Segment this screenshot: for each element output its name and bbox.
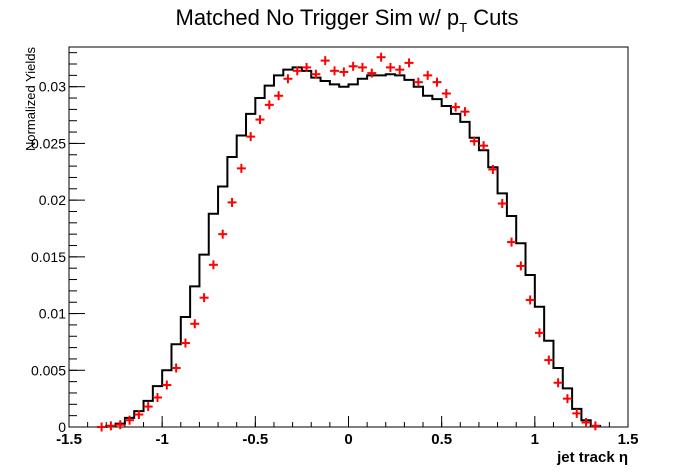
marker-point	[134, 410, 144, 420]
marker-point	[190, 319, 200, 329]
marker-point	[143, 402, 153, 412]
marker-point	[497, 199, 507, 209]
marker-point	[292, 66, 302, 76]
y-tick-label: 0.015	[31, 249, 66, 265]
marker-point	[507, 237, 517, 247]
y-tick-label: 0.03	[39, 79, 66, 95]
x-tick-label: 0	[344, 431, 352, 448]
marker-point	[199, 293, 209, 303]
marker-point	[479, 141, 489, 151]
x-tick-label: 0.5	[431, 431, 452, 448]
y-tick-label: 0.01	[39, 306, 66, 322]
marker-point	[544, 355, 554, 365]
marker-point	[115, 420, 125, 430]
y-tick-label: 0.005	[31, 362, 66, 378]
marker-point	[180, 338, 190, 348]
marker-point	[255, 115, 265, 125]
marker-point	[246, 132, 256, 142]
marker-point	[311, 69, 321, 79]
marker-point	[423, 70, 433, 80]
marker-point	[516, 261, 526, 271]
histogram-step-line	[96, 66, 602, 428]
marker-point	[469, 136, 479, 146]
marker-point	[236, 163, 246, 173]
x-ticks: -1.5 -1 -0.5 0 0.5 1 1.5	[56, 416, 638, 448]
x-tick-label: -0.5	[242, 431, 268, 448]
series	[96, 52, 602, 432]
y-tick-label: 0.025	[31, 135, 66, 151]
y-tick-label: 0	[58, 419, 66, 435]
marker-point	[590, 421, 600, 431]
marker-point	[572, 408, 582, 418]
marker-point	[525, 295, 535, 305]
marker-point	[330, 66, 340, 76]
marker-point	[97, 422, 107, 432]
marker-point	[562, 394, 572, 404]
marker-point	[125, 415, 135, 425]
y-tick-label: 0.02	[39, 192, 66, 208]
marker-point	[460, 107, 470, 117]
marker-point	[162, 380, 172, 390]
marker-point	[264, 100, 274, 110]
marker-point	[404, 58, 414, 68]
plot-frame	[68, 46, 629, 428]
x-axis-label: jet track η	[556, 449, 628, 466]
marker-point	[348, 61, 358, 71]
marker-point	[395, 65, 405, 75]
marker-point	[385, 62, 395, 72]
marker-point	[553, 378, 563, 388]
marker-point	[451, 102, 461, 112]
marker-point	[534, 328, 544, 338]
x-tick-label: -1	[155, 431, 168, 448]
marker-point	[171, 363, 181, 373]
title-subscript: T	[459, 20, 467, 35]
marker-point	[488, 165, 498, 175]
marker-point	[302, 62, 312, 72]
chart-title: Matched No Trigger Sim w/ pT Cuts	[176, 5, 519, 35]
marker-point	[441, 89, 451, 99]
marker-point	[339, 67, 349, 77]
marker-point	[357, 62, 367, 72]
marker-point	[106, 421, 116, 431]
x-tick-label: 1.5	[618, 431, 639, 448]
marker-point	[376, 52, 386, 62]
x-tick-label: -1.5	[56, 431, 82, 448]
title-suffix: Cuts	[467, 5, 518, 30]
marker-point	[283, 74, 293, 84]
marker-point	[432, 77, 442, 87]
x-tick-label: 1	[531, 431, 539, 448]
y-axis-label: Normalized Yields	[23, 47, 38, 152]
marker-point	[208, 260, 218, 270]
marker-point	[227, 197, 237, 207]
title-main: Matched No Trigger Sim w/ p	[176, 5, 460, 30]
y-ticks: 0 0.005 0.01 0.015 0.02 0.025 0.03	[31, 52, 85, 435]
marker-point	[581, 417, 591, 427]
marker-point	[320, 56, 330, 66]
axes	[68, 46, 629, 428]
marker-point	[274, 91, 284, 101]
marker-point	[153, 393, 163, 403]
marker-point	[218, 229, 228, 239]
marker-point	[367, 68, 377, 78]
marker-point	[413, 77, 423, 87]
